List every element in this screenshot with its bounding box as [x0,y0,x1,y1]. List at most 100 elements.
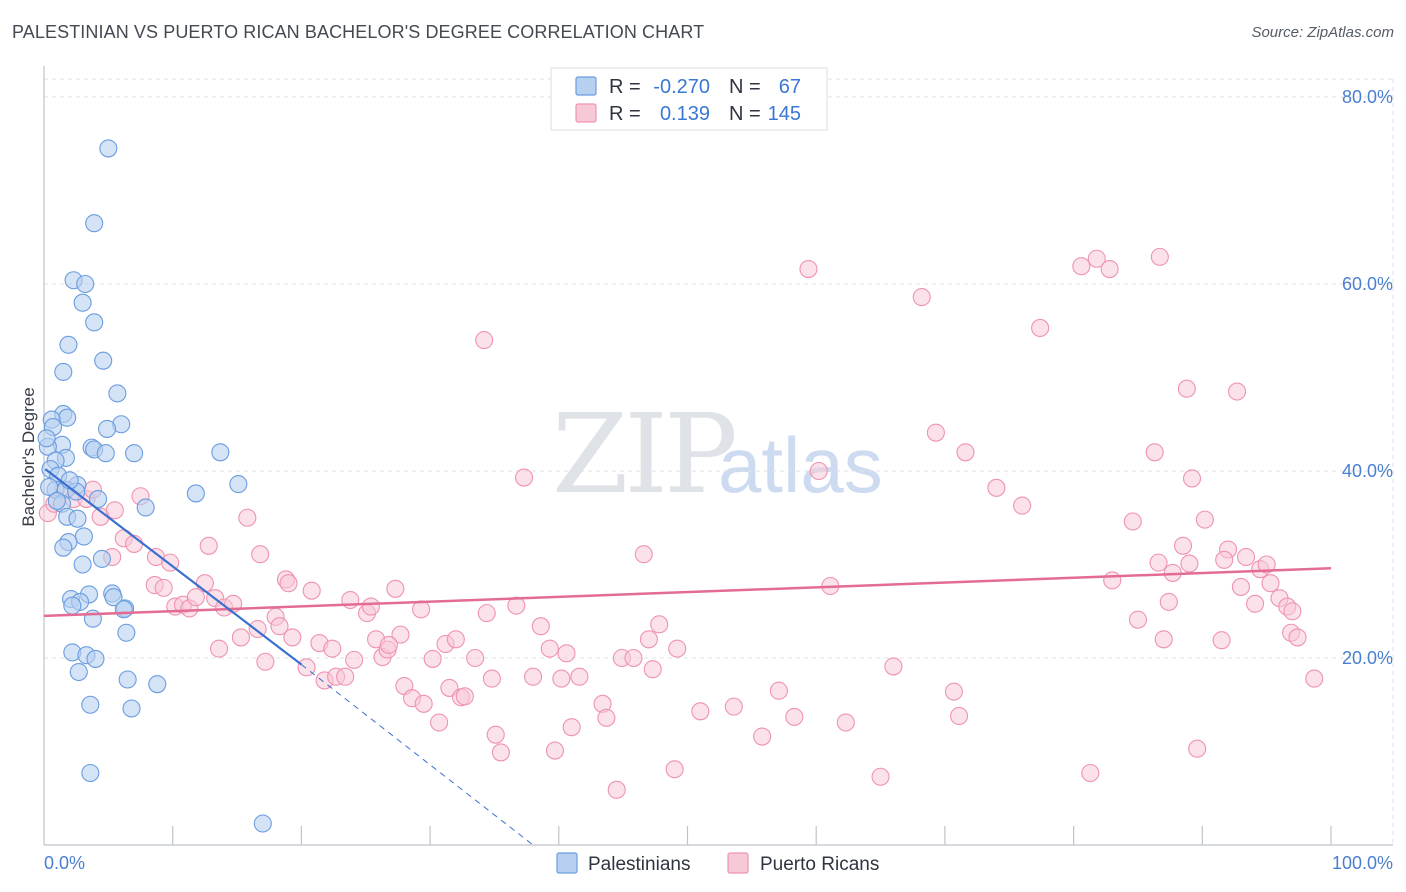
puerto-ricans-point [607,780,626,799]
puerto-ricans-point [1081,763,1100,783]
puerto-ricans-point [809,461,828,481]
puerto-ricans-trend-line [43,566,1332,618]
palestinians-point [148,675,167,694]
puerto-ricans-point [1261,574,1280,593]
palestinians-point [59,335,78,354]
puerto-ricans-point [871,767,890,786]
palestinians-point [89,489,108,509]
palestinians-point [85,214,104,233]
puerto-ricans-point [1145,443,1164,462]
watermark: ZIP atlas [552,390,883,518]
y-tick-label-20: 20.0% [1342,648,1393,668]
puerto-ricans-point [302,581,321,600]
legend-swatch-puerto-ricans [575,103,597,123]
palestinians-point [69,662,88,682]
legend-n-value-palestinians: 67 [779,76,801,98]
palestinians-point [118,670,137,689]
palestinians-point [86,649,105,668]
palestinians-point [229,475,248,494]
puerto-ricans-point [545,741,564,760]
legend-r-value-palestinians: -0.270 [653,76,710,98]
puerto-ricans-point [1173,536,1193,555]
y-tick-label-60: 60.0% [1342,274,1393,294]
puerto-ricans-point [956,443,975,462]
puerto-ricans-point [552,669,571,688]
puerto-ricans-point [423,649,442,668]
puerto-ricans-point [1237,547,1256,567]
palestinians-point [54,538,73,557]
puerto-ricans-point [515,468,534,487]
puerto-ricans-point [691,702,710,721]
puerto-ricans-point [1150,247,1169,266]
puerto-ricans-point [1123,512,1142,531]
puerto-ricans-point [1305,669,1324,688]
palestinians-point [94,351,113,370]
puerto-ricans-point [345,650,364,669]
puerto-ricans-point [323,639,342,658]
palestinians-point [99,139,118,158]
puerto-ricans-point [1227,382,1247,401]
legend-n-label-puerto-ricans: N = [729,103,761,125]
puerto-ricans-point [1195,510,1214,529]
legend-r-label-puerto-ricans: R = [609,103,641,125]
palestinians-point [81,695,100,714]
puerto-ricans-point [1257,555,1276,574]
source-credit: Source: ZipAtlas.com [1251,24,1394,41]
puerto-ricans-point [562,718,581,737]
puerto-ricans-point [1177,379,1196,398]
palestinians-point [47,491,66,510]
palestinians-points [37,139,272,833]
palestinians-point [253,814,272,833]
palestinians-point [104,588,123,607]
trend-lines [43,468,1332,846]
puerto-ricans-point [597,708,616,727]
correlation-legend: R = -0.270 N = 67 R = 0.139 N = 145 [550,67,828,131]
puerto-ricans-point [1288,628,1307,647]
puerto-ricans-point [283,628,302,647]
puerto-ricans-point [1246,594,1265,613]
puerto-ricans-point [414,694,433,713]
puerto-ricans-point [1149,553,1168,572]
puerto-ricans-point [386,579,405,598]
puerto-ricans-point [531,617,550,636]
puerto-ricans-point [412,600,431,619]
puerto-ricans-point [1212,631,1231,650]
puerto-ricans-point [251,545,270,564]
puerto-ricans-point [256,652,275,671]
puerto-ricans-point [105,501,124,520]
chart-title: PALESTINIAN VS PUERTO RICAN BACHELOR'S D… [12,22,705,42]
palestinians-point [85,313,104,332]
legend-n-label-palestinians: N = [729,76,761,98]
palestinians-point [125,444,144,463]
y-tick-label-40: 40.0% [1342,461,1393,481]
legend-r-label-palestinians: R = [609,76,641,98]
puerto-ricans-point [486,725,505,744]
puerto-ricans-point [799,259,818,279]
puerto-ricans-point [430,713,449,732]
puerto-ricans-point [650,615,669,634]
puerto-ricans-point [1188,739,1207,758]
palestinians-point [98,419,117,438]
legend-r-value-puerto-ricans: 0.139 [660,103,710,125]
puerto-ricans-point [1031,318,1050,337]
palestinians-point [68,509,87,528]
palestinians-point [211,443,230,462]
puerto-ricans-point [231,628,250,647]
puerto-ricans-point [912,288,931,307]
puerto-ricans-point [724,697,743,716]
puerto-ricans-point [557,644,576,663]
puerto-ricans-point [1182,469,1202,488]
puerto-ricans-point [507,596,526,615]
puerto-ricans-point [1087,249,1106,268]
palestinians-point [73,293,92,312]
puerto-ricans-point [475,331,494,350]
legend-n-value-puerto-ricans: 145 [768,103,801,125]
puerto-ricans-point [491,743,510,762]
legend-swatch-palestinians [575,76,597,96]
palestinians-point [186,484,205,503]
legend-box [550,67,828,131]
y-tick-label-80: 80.0% [1342,87,1393,107]
palestinians-point [60,471,79,490]
puerto-ricans-point [455,687,474,706]
